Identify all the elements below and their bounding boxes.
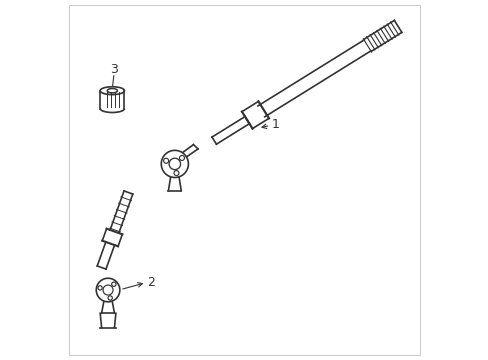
Text: 1: 1: [271, 118, 279, 131]
Text: 2: 2: [147, 276, 155, 289]
Text: 3: 3: [110, 63, 118, 76]
